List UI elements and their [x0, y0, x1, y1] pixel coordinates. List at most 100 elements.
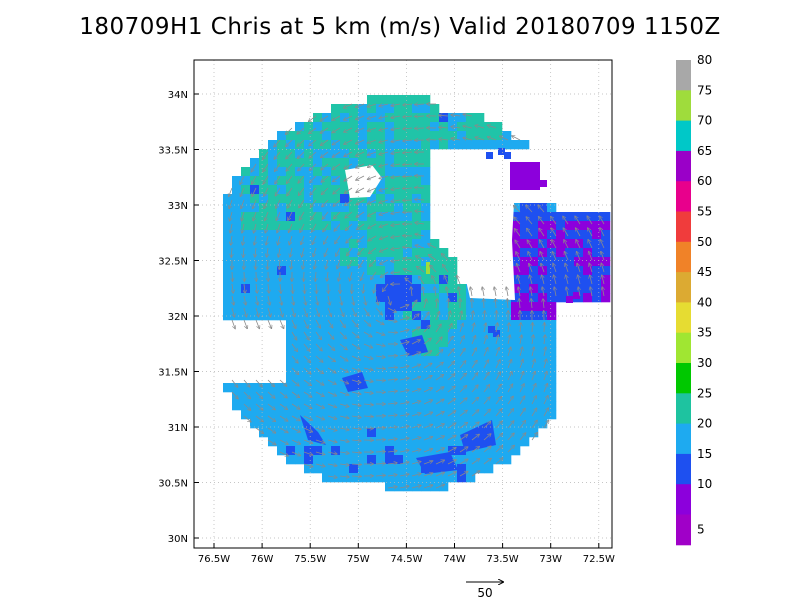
field-cell: [268, 257, 278, 267]
field-cell: [556, 239, 566, 249]
field-cell: [268, 293, 278, 303]
wind-vector: [309, 151, 317, 158]
field-cell: [583, 275, 593, 285]
wind-vector: [403, 140, 413, 141]
wind-vector: [315, 331, 321, 339]
field-cell: [331, 338, 341, 348]
field-cell: [295, 311, 305, 321]
field-cell: [286, 257, 296, 267]
field-cell: [394, 455, 404, 465]
field-cell: [385, 347, 395, 357]
field-cell: [502, 428, 512, 438]
field-cell: [484, 356, 494, 366]
wind-vector: [483, 348, 488, 357]
wind-vector: [387, 307, 396, 312]
field-cell: [385, 302, 395, 312]
field-cell: [421, 131, 431, 141]
wind-vector: [411, 389, 421, 393]
field-cell: [547, 248, 557, 258]
field-cell: [385, 95, 395, 105]
field-cell: [259, 311, 269, 321]
field-cell: [421, 221, 431, 231]
x-tick-label: 73.5W: [487, 554, 519, 565]
field-cell: [439, 374, 449, 384]
field-cell: [304, 311, 314, 321]
field-cell: [304, 401, 314, 411]
field-cell: [421, 230, 431, 240]
field-cell: [358, 122, 368, 132]
field-cell: [304, 329, 314, 339]
field-cell: [385, 392, 395, 402]
field-cell: [430, 293, 440, 303]
field-cell: [484, 464, 494, 474]
field-cell: [592, 257, 602, 267]
field-cell: [313, 167, 323, 177]
wind-vector: [495, 421, 502, 429]
wind-vector: [256, 295, 258, 305]
wind-vector: [475, 126, 485, 129]
field-cell: [376, 122, 386, 132]
wind-vector: [411, 437, 421, 441]
field-cell: [331, 194, 341, 204]
wind-vector: [436, 299, 437, 309]
field-cell: [421, 284, 431, 294]
field-cell: [547, 257, 557, 267]
field-cell: [601, 248, 611, 258]
field-cell: [385, 212, 395, 222]
field-cell: [421, 104, 431, 114]
field-cell: [367, 419, 377, 429]
field-cell: [295, 365, 305, 375]
field-cell: [538, 374, 548, 384]
field-cell: [385, 455, 395, 465]
field-cell: [331, 365, 341, 375]
field-cell: [367, 194, 377, 204]
y-tick-label: 31N: [168, 423, 188, 434]
field-cell: [520, 140, 530, 150]
field-cell: [466, 464, 476, 474]
wind-vector: [391, 140, 401, 142]
wind-vector: [459, 398, 467, 405]
wind-vector: [472, 311, 473, 321]
field-cell: [223, 293, 233, 303]
field-cell: [439, 338, 449, 348]
field-cell: [556, 212, 566, 222]
field-cell: [340, 428, 350, 438]
wind-vector: [495, 360, 500, 369]
wind-vector: [443, 265, 449, 273]
wind-vector: [309, 139, 317, 146]
field-cell: [286, 356, 296, 366]
wind-vector: [333, 163, 341, 169]
field-cell: [502, 347, 512, 357]
field-cell: [358, 275, 368, 285]
field-cell: [367, 320, 377, 330]
field-cell: [385, 113, 395, 123]
field-cell: [412, 365, 422, 375]
field-cell: [403, 419, 413, 429]
field-cell: [475, 446, 485, 456]
field-cell: [412, 95, 422, 105]
wind-vector: [483, 360, 488, 369]
field-cell: [358, 113, 368, 123]
field-cell: [385, 383, 395, 393]
wind-vector: [399, 330, 409, 332]
field-cell: [268, 284, 278, 294]
wind-vector: [379, 116, 389, 118]
field-cell: [358, 338, 368, 348]
field-cell: [385, 329, 395, 339]
wind-vector: [411, 413, 421, 417]
field-cell: [277, 428, 287, 438]
wind-vector: [279, 439, 288, 444]
field-cell: [430, 437, 440, 447]
wind-vector: [300, 223, 305, 232]
field-cell: [538, 410, 548, 420]
wind-vector: [265, 211, 269, 220]
wind-vector: [231, 379, 238, 387]
field-cell: [349, 275, 359, 285]
wind-vector: [447, 374, 455, 381]
wind-vector: [411, 287, 412, 297]
wind-vector: [439, 127, 449, 128]
wind-vector: [588, 228, 593, 237]
wind-vector: [324, 235, 329, 244]
wind-vector: [351, 307, 356, 316]
